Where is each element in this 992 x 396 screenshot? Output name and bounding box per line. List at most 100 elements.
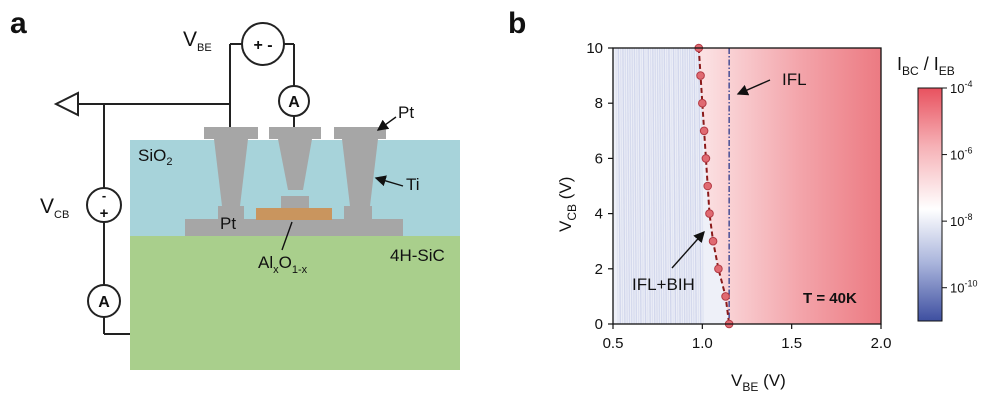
threshold-point	[703, 181, 712, 191]
low-region-stripe	[672, 48, 677, 324]
low-region-stripe	[663, 48, 667, 324]
threshold-point	[705, 209, 714, 218]
colorbar-ticks: 10-4 10-6 10-8 10-10	[942, 79, 977, 296]
low-region-stripe	[693, 48, 697, 324]
ammeter-top: A	[278, 85, 310, 117]
low-region-stripe	[633, 48, 638, 324]
alox-layer	[256, 208, 332, 220]
y-tick-label: 4	[595, 206, 603, 223]
vbe-label: VBE	[183, 28, 212, 54]
low-region-stripe	[691, 48, 695, 324]
low-region-stripe	[647, 48, 651, 324]
low-region-stripe	[624, 48, 628, 324]
x-tick-label: 0.5	[603, 335, 624, 352]
vbe-source-signs: + -	[253, 37, 272, 54]
y-tick-label: 2	[595, 261, 603, 278]
low-region-stripe	[656, 48, 661, 324]
svg-text:A: A	[288, 94, 300, 111]
x-axis: 0.5 1.0 1.5 2.0	[603, 324, 892, 352]
low-region-stripe	[665, 48, 670, 324]
threshold-point	[721, 292, 730, 301]
svg-text:+: +	[100, 205, 109, 222]
ifl-arrow	[736, 79, 771, 96]
low-region-stripe	[622, 48, 626, 324]
y-axis-label: VCB (V)	[556, 177, 579, 232]
ti-contact-center	[269, 127, 321, 190]
bottom-pt-electrode	[185, 219, 403, 236]
threshold-point	[698, 98, 707, 108]
low-region-stripe	[631, 48, 635, 324]
pt-pad-left	[218, 206, 244, 219]
ti-contact-right	[334, 127, 386, 206]
threshold-point	[714, 264, 723, 274]
x-tick-label: 1.0	[692, 335, 713, 352]
low-region-fill	[613, 48, 730, 324]
low-region-stripe	[617, 48, 621, 324]
low-region-stripe	[626, 48, 631, 324]
y-tick-label: 6	[595, 150, 603, 167]
low-region-stripe	[682, 48, 686, 324]
low-region-stripe	[629, 48, 633, 324]
threshold-point	[708, 236, 718, 246]
iflbih-annotation: IFL+BIH	[632, 275, 695, 294]
low-region-stripe	[642, 48, 647, 324]
x-tick-label: 2.0	[871, 335, 892, 352]
low-region-stripe	[668, 48, 672, 324]
colorbar-title: IBC / IEB	[897, 54, 955, 78]
low-region-stripe	[677, 48, 681, 324]
low-region-stripe	[684, 48, 688, 324]
iflbih-arrow	[671, 230, 705, 269]
svg-text:-: -	[102, 188, 106, 203]
sic-substrate	[130, 236, 460, 370]
circuit-wires	[78, 43, 295, 335]
heatmap	[612, 43, 882, 329]
panel-a-label: a	[10, 7, 27, 40]
low-region-stripe	[695, 48, 700, 324]
colorbar-tick-label: 10-8	[950, 212, 972, 229]
low-region-stripe	[640, 48, 644, 324]
pt-bottom-label: Pt	[220, 214, 236, 233]
vbe-source: + -	[241, 22, 285, 66]
pt-pad-right	[344, 206, 372, 219]
y-tick-label: 10	[586, 40, 603, 57]
threshold-point	[701, 154, 711, 163]
colorbar-tick-label: 10-10	[950, 279, 977, 296]
low-region-stripe	[659, 48, 663, 324]
pt-label: Pt	[398, 103, 414, 122]
colorbar	[917, 87, 943, 322]
heatmap-blue-region	[613, 48, 730, 324]
alox-pointer	[281, 221, 293, 251]
low-region-stripe	[686, 48, 690, 324]
ti-arrow	[374, 175, 404, 187]
y-tick-label: 8	[595, 95, 603, 112]
low-region-stripe	[698, 48, 702, 324]
y-axis: 0 2 4 6 8 10	[586, 40, 613, 333]
ti-label: Ti	[406, 175, 420, 194]
low-region-stripe	[636, 48, 640, 324]
low-region-stripe	[654, 48, 658, 324]
x-axis-label: VBE (V)	[731, 371, 786, 394]
y-tick-label: 0	[595, 316, 603, 333]
temperature-label: T = 40K	[803, 290, 857, 307]
vcb-label: VCB	[40, 195, 69, 221]
pt-pad-center	[281, 196, 309, 208]
low-region-stripe	[619, 48, 624, 324]
sic-label: 4H-SiC	[390, 246, 445, 265]
ammeter-bottom: A	[87, 284, 121, 318]
low-region-stripe	[649, 48, 654, 324]
threshold-point	[699, 126, 709, 136]
low-region-stripe	[661, 48, 665, 324]
svg-text:A: A	[98, 294, 110, 311]
pt-arrow	[376, 116, 397, 131]
threshold-point	[696, 71, 705, 80]
colorbar-tick-label: 10-6	[950, 146, 972, 163]
x-tick-label: 1.5	[781, 335, 802, 352]
low-region-stripe	[675, 48, 679, 324]
vcb-source: - +	[86, 187, 122, 223]
low-region-stripe	[638, 48, 642, 324]
alox-label: AlxO1-x	[258, 253, 308, 276]
low-region-stripe	[645, 48, 649, 324]
colorbar-tick-label: 10-4	[950, 79, 972, 96]
